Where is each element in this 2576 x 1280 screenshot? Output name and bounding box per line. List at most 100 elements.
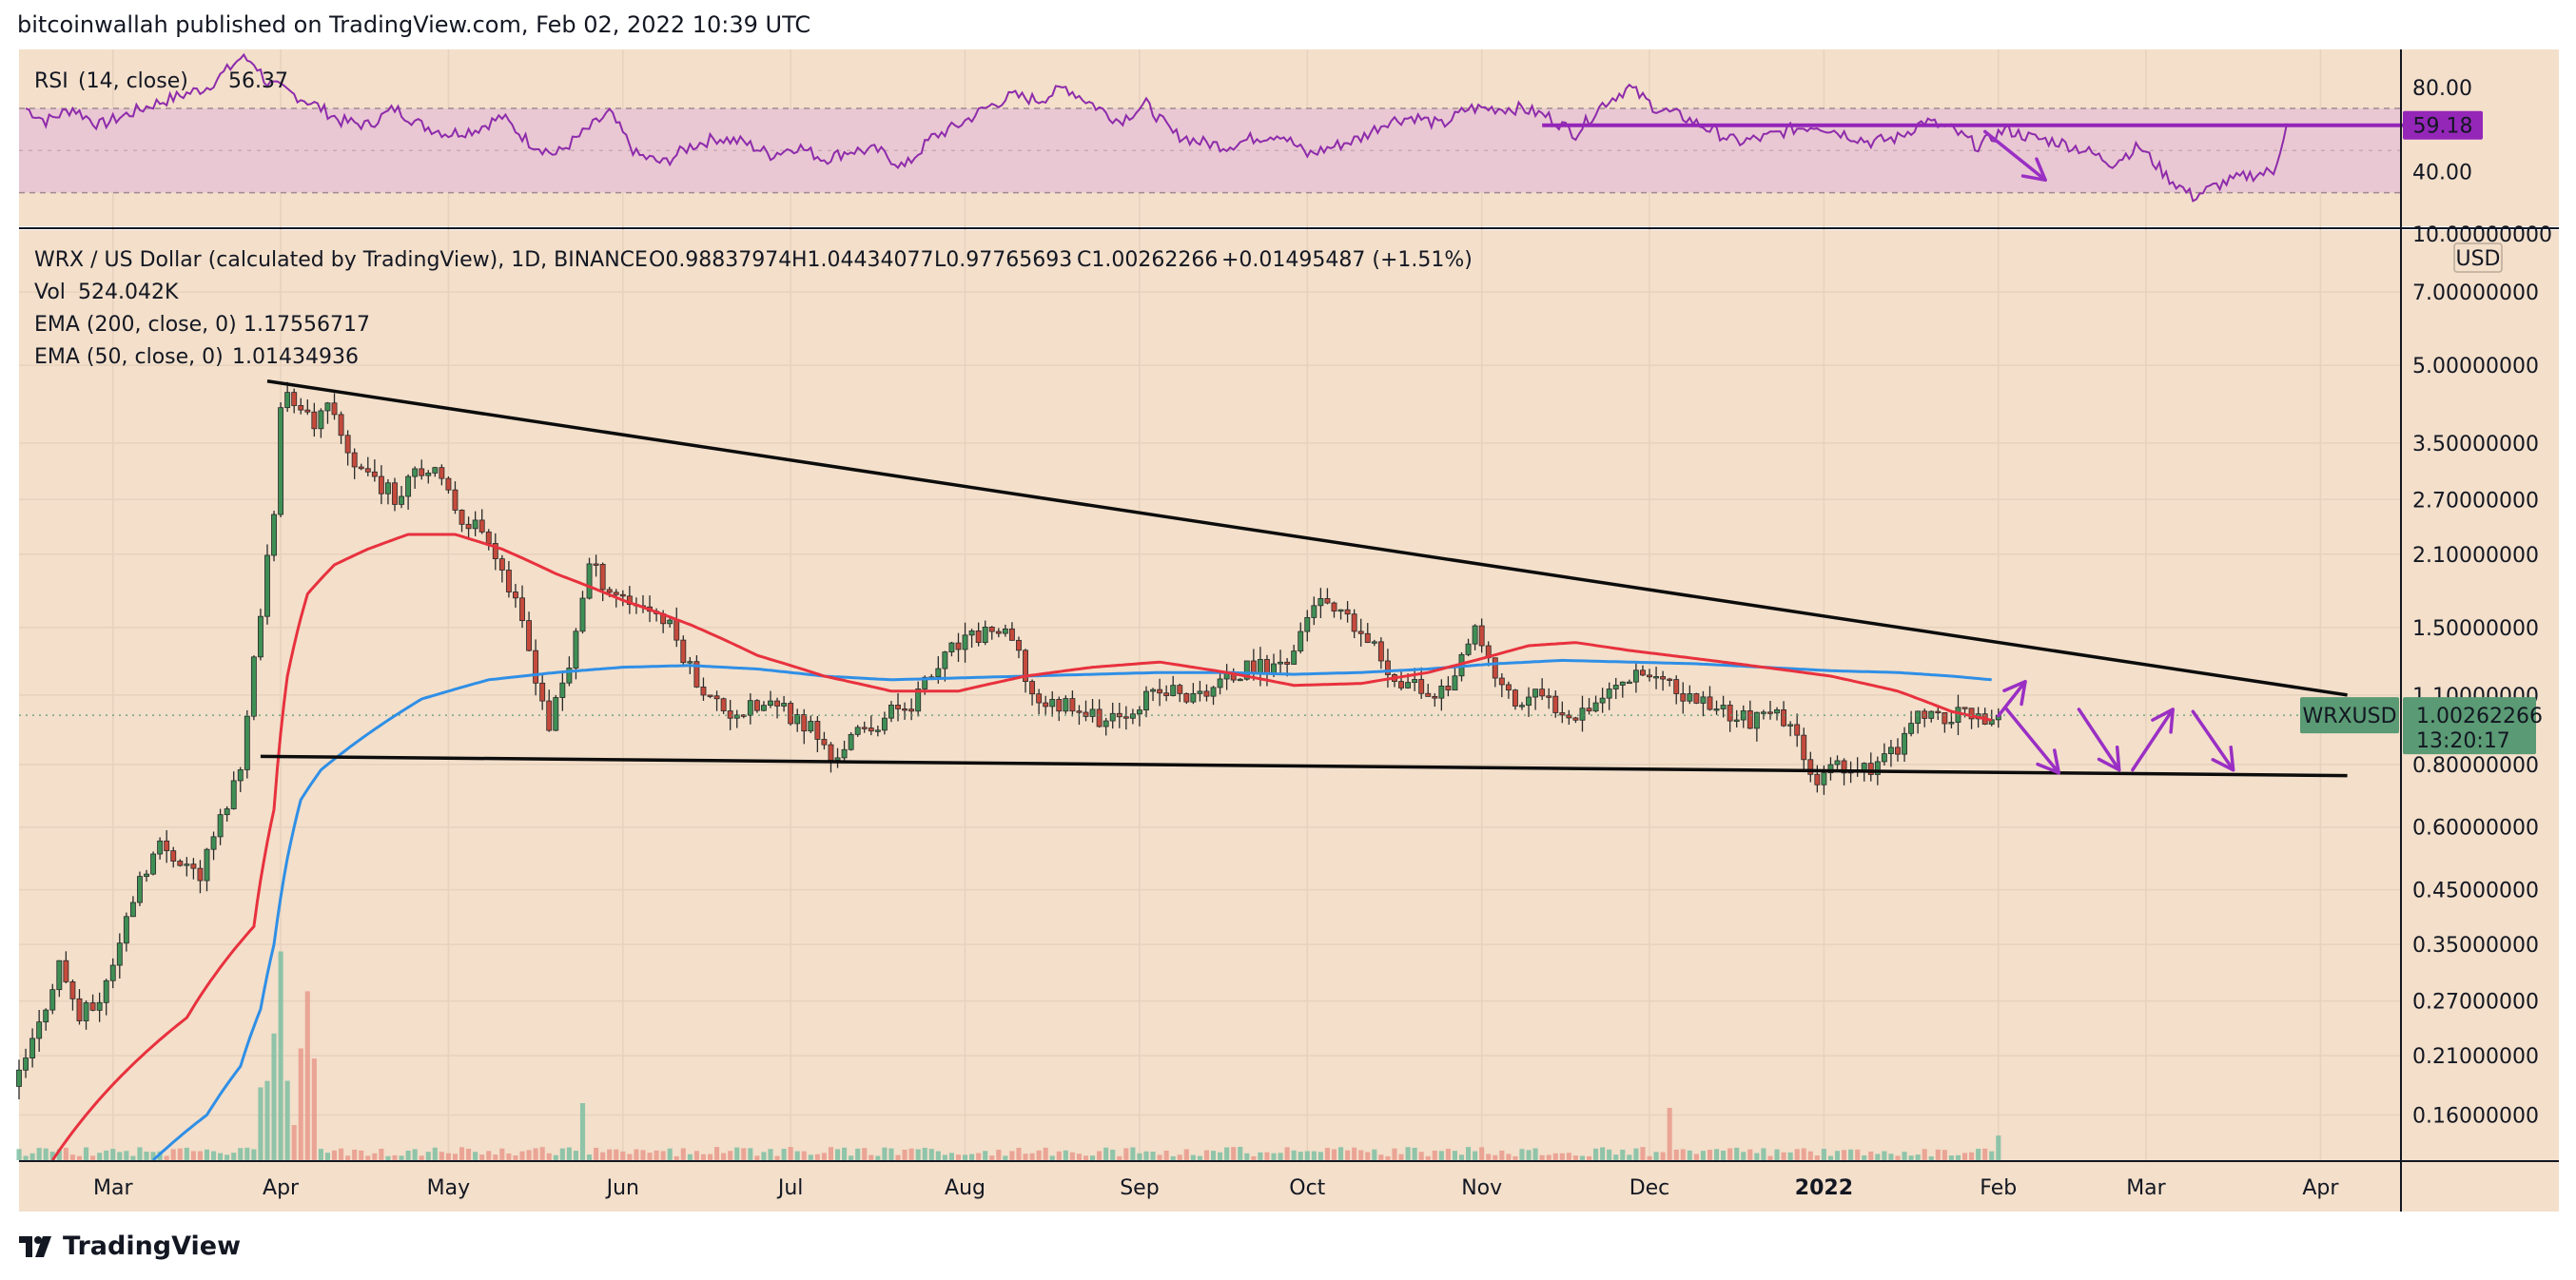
candle-body [1908, 723, 1915, 734]
candle-layer [16, 381, 2001, 1100]
candle-body [103, 979, 109, 1003]
candle-body [1539, 688, 1546, 697]
volume-bar [1338, 1147, 1344, 1160]
candle-body [1278, 661, 1284, 665]
volume-bar [614, 1149, 619, 1160]
price-axis[interactable] [2401, 230, 2559, 1160]
candle-body [553, 697, 559, 731]
volume-layer [16, 951, 2001, 1160]
volume-bar [144, 1151, 149, 1160]
volume-bar [594, 1147, 599, 1160]
volume-bar [311, 1058, 317, 1160]
volume-bar [1190, 1154, 1196, 1160]
volume-bar [1807, 1151, 1813, 1160]
volume-bar [634, 1149, 639, 1160]
scenario-arrow-1-head [2002, 680, 2027, 707]
candle-body [526, 620, 533, 651]
volume-bar [882, 1147, 888, 1160]
candle-body [250, 656, 257, 717]
volume-bar [660, 1151, 666, 1160]
candle-body [1008, 628, 1015, 641]
volume-bar [1358, 1150, 1364, 1160]
volume-bar [36, 1148, 42, 1160]
volume-bar [875, 1155, 881, 1160]
volume-bar [1734, 1147, 1740, 1160]
volume-bar [43, 1148, 49, 1160]
volume-bar [150, 1152, 156, 1160]
candle-body [821, 739, 828, 746]
candle-body [1029, 681, 1036, 695]
candle-body [915, 688, 922, 712]
volume-bar [748, 1148, 753, 1160]
candle-body [1063, 698, 1069, 712]
candle-body [89, 1002, 96, 1011]
volume-bar [519, 1151, 525, 1160]
candle-body [519, 597, 525, 622]
volume-bar [1473, 1151, 1478, 1160]
candle-body [1753, 711, 1760, 729]
candle-body [1874, 761, 1881, 775]
candle-body [968, 630, 975, 636]
volume-bar [1090, 1155, 1096, 1160]
candle-body [619, 593, 626, 597]
candle-body [1412, 679, 1418, 684]
volume-bar [513, 1155, 518, 1160]
candle-body [204, 848, 210, 882]
candle-body [861, 727, 868, 729]
candle-body [399, 495, 404, 505]
candle-body [1841, 760, 1847, 774]
volume-bar [1741, 1152, 1747, 1160]
candle-body [472, 519, 478, 530]
candle-body [1291, 650, 1298, 665]
rsi-line [25, 52, 2289, 203]
candle-body [1707, 696, 1713, 710]
volume-bar [1781, 1152, 1786, 1160]
candle-body [1740, 709, 1747, 721]
volume-bar [412, 1149, 418, 1160]
volume-bar [1961, 1153, 1968, 1160]
candle-body [1760, 711, 1766, 714]
candle-body [144, 873, 149, 878]
volume-bar [1264, 1152, 1270, 1160]
candle-body [707, 694, 713, 697]
volume-bar [1412, 1147, 1417, 1160]
price-tick-label: 2.70000000 [2412, 489, 2539, 513]
currency-badge[interactable]: USD [2453, 242, 2503, 273]
volume-bar [224, 1154, 230, 1160]
volume-bar [673, 1155, 679, 1160]
volume-bar [459, 1147, 465, 1160]
candle-body [761, 705, 767, 711]
ema50-legend-value: 1.01434936 [232, 345, 359, 369]
candle-body [16, 1069, 22, 1087]
volume-bar [1814, 1155, 1820, 1160]
volume-bar [1097, 1151, 1103, 1160]
candle-body [1438, 686, 1445, 699]
candle-body [419, 468, 425, 476]
candle-body [841, 748, 848, 759]
tradingview-logo-icon [19, 1236, 51, 1257]
volume-bar [774, 1155, 780, 1160]
volume-bar [1774, 1149, 1780, 1160]
volume-bar [76, 1155, 83, 1160]
candle-body [1331, 602, 1337, 612]
volume-bar [291, 1125, 297, 1160]
volume-bar [1271, 1153, 1277, 1160]
volume-bar [1378, 1154, 1384, 1160]
candle-body [318, 410, 324, 430]
volume-bar [204, 1149, 210, 1160]
volume-bar [1955, 1154, 1961, 1160]
candle-body [392, 482, 398, 505]
volume-bar [539, 1147, 545, 1160]
volume-bar [1425, 1155, 1431, 1160]
time-axis-bar[interactable] [19, 1162, 2401, 1212]
candle-body [1177, 685, 1183, 694]
volume-bar [1452, 1151, 1457, 1160]
volume-bar [707, 1154, 713, 1160]
volume-bar [1466, 1147, 1472, 1160]
candle-body [982, 627, 988, 643]
rsi-down-arrow-shaft [1982, 129, 2047, 183]
candle-body [1351, 613, 1357, 632]
tradingview-brand[interactable]: TradingView [17, 1229, 241, 1263]
time-tick-label: Feb [1980, 1176, 2017, 1200]
